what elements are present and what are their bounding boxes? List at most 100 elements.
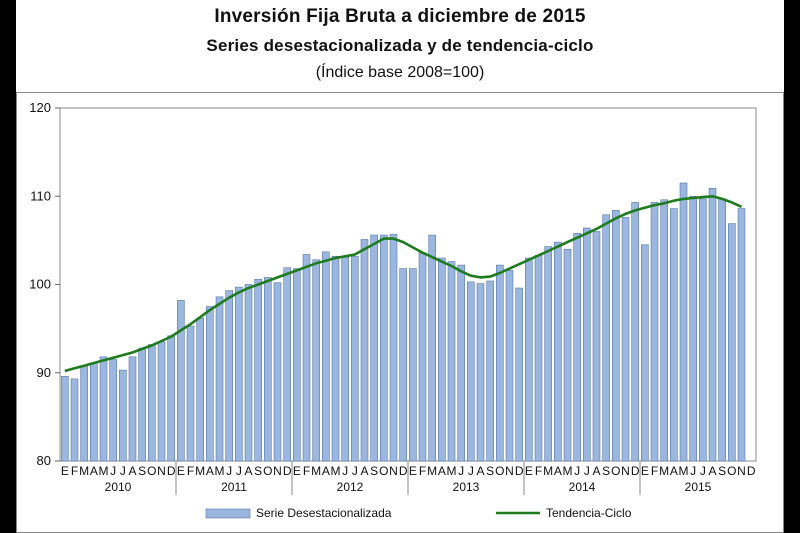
y-tick-label: 120: [29, 100, 51, 115]
x-tick-label: A: [244, 464, 252, 478]
bar: [602, 214, 610, 462]
x-tick-label: E: [61, 464, 69, 478]
x-tick-label: J: [690, 464, 696, 478]
bar: [322, 251, 330, 462]
bar: [196, 317, 204, 462]
bar: [515, 287, 523, 462]
bar: [273, 282, 282, 462]
year-label: 2010: [105, 480, 132, 494]
x-tick-label: N: [505, 464, 514, 478]
x-tick-label: F: [187, 464, 194, 478]
x-tick-label: M: [215, 464, 225, 478]
bar: [70, 378, 79, 462]
bar: [457, 264, 465, 462]
bar: [467, 281, 475, 462]
x-tick-label: D: [747, 464, 756, 478]
x-tick-label: O: [611, 464, 620, 478]
y-tick-label: 90: [37, 365, 51, 380]
bar: [380, 234, 388, 462]
x-tick-label: S: [718, 464, 726, 478]
x-tick-label: J: [458, 464, 464, 478]
bar: [312, 259, 320, 462]
x-tick-label: A: [360, 464, 368, 478]
bar: [283, 267, 291, 462]
x-tick-label: J: [120, 464, 126, 478]
bar: [138, 347, 146, 462]
bar: [428, 234, 436, 462]
x-tick-label: E: [525, 464, 533, 478]
x-tick-label: D: [399, 464, 408, 478]
x-tick-label: D: [515, 464, 524, 478]
bar: [128, 356, 137, 462]
bar: [264, 277, 272, 462]
bar: [544, 246, 552, 462]
x-tick-label: D: [283, 464, 292, 478]
bar: [554, 241, 562, 462]
bar: [573, 233, 581, 462]
bar: [148, 344, 156, 462]
x-tick-label: F: [71, 464, 78, 478]
x-tick-label: E: [641, 464, 649, 478]
x-tick-label: S: [138, 464, 146, 478]
bar: [109, 359, 117, 462]
x-tick-label: J: [236, 464, 242, 478]
legend-label: Tendencia-Ciclo: [546, 506, 632, 520]
y-tick-label: 100: [29, 277, 51, 292]
x-tick-label: M: [195, 464, 205, 478]
bar: [689, 195, 697, 462]
x-tick-label: F: [303, 464, 310, 478]
x-tick-label: E: [293, 464, 301, 478]
bar: [99, 356, 108, 462]
legend-swatch-bars: [205, 508, 251, 519]
bar: [718, 198, 726, 462]
bar: [438, 257, 446, 462]
bar: [447, 261, 456, 462]
x-tick-label: J: [226, 464, 232, 478]
x-tick-label: A: [670, 464, 678, 478]
bar: [302, 254, 311, 462]
year-label: 2015: [685, 480, 712, 494]
x-tick-label: S: [602, 464, 610, 478]
bar: [670, 208, 678, 462]
bar: [737, 208, 746, 462]
x-tick-label: J: [110, 464, 116, 478]
x-tick-label: J: [584, 464, 590, 478]
x-tick-label: N: [737, 464, 746, 478]
bar: [61, 375, 69, 462]
bar: [409, 268, 417, 462]
x-tick-label: J: [468, 464, 474, 478]
x-tick-label: F: [651, 464, 658, 478]
bar: [621, 217, 630, 462]
x-tick-label: D: [631, 464, 640, 478]
bar: [660, 199, 668, 462]
bar: [157, 341, 166, 462]
y-tick-label: 110: [30, 188, 51, 203]
x-tick-label: O: [263, 464, 272, 478]
bar: [708, 188, 717, 462]
x-tick-label: N: [273, 464, 282, 478]
x-tick-label: M: [543, 464, 553, 478]
x-tick-label: E: [177, 464, 185, 478]
x-tick-label: N: [389, 464, 398, 478]
bar: [679, 182, 688, 462]
bar: [476, 283, 485, 462]
x-tick-label: F: [419, 464, 426, 478]
bar: [563, 248, 572, 462]
x-tick-label: M: [427, 464, 437, 478]
x-tick-label: A: [708, 464, 716, 478]
bar: [254, 278, 262, 462]
bar: [612, 210, 620, 462]
chart-panel: Inversión Fija Bruta a diciembre de 2015…: [16, 0, 784, 533]
x-tick-label: D: [167, 464, 176, 478]
bar: [167, 335, 175, 462]
x-tick-label: M: [659, 464, 669, 478]
bar: [486, 280, 494, 462]
x-tick-label: S: [370, 464, 378, 478]
bar: [418, 252, 427, 462]
x-tick-label: A: [554, 464, 562, 478]
bar: [331, 255, 340, 462]
bar: [370, 234, 378, 462]
x-tick-label: M: [99, 464, 109, 478]
x-tick-label: M: [679, 464, 689, 478]
bar: [186, 325, 195, 462]
